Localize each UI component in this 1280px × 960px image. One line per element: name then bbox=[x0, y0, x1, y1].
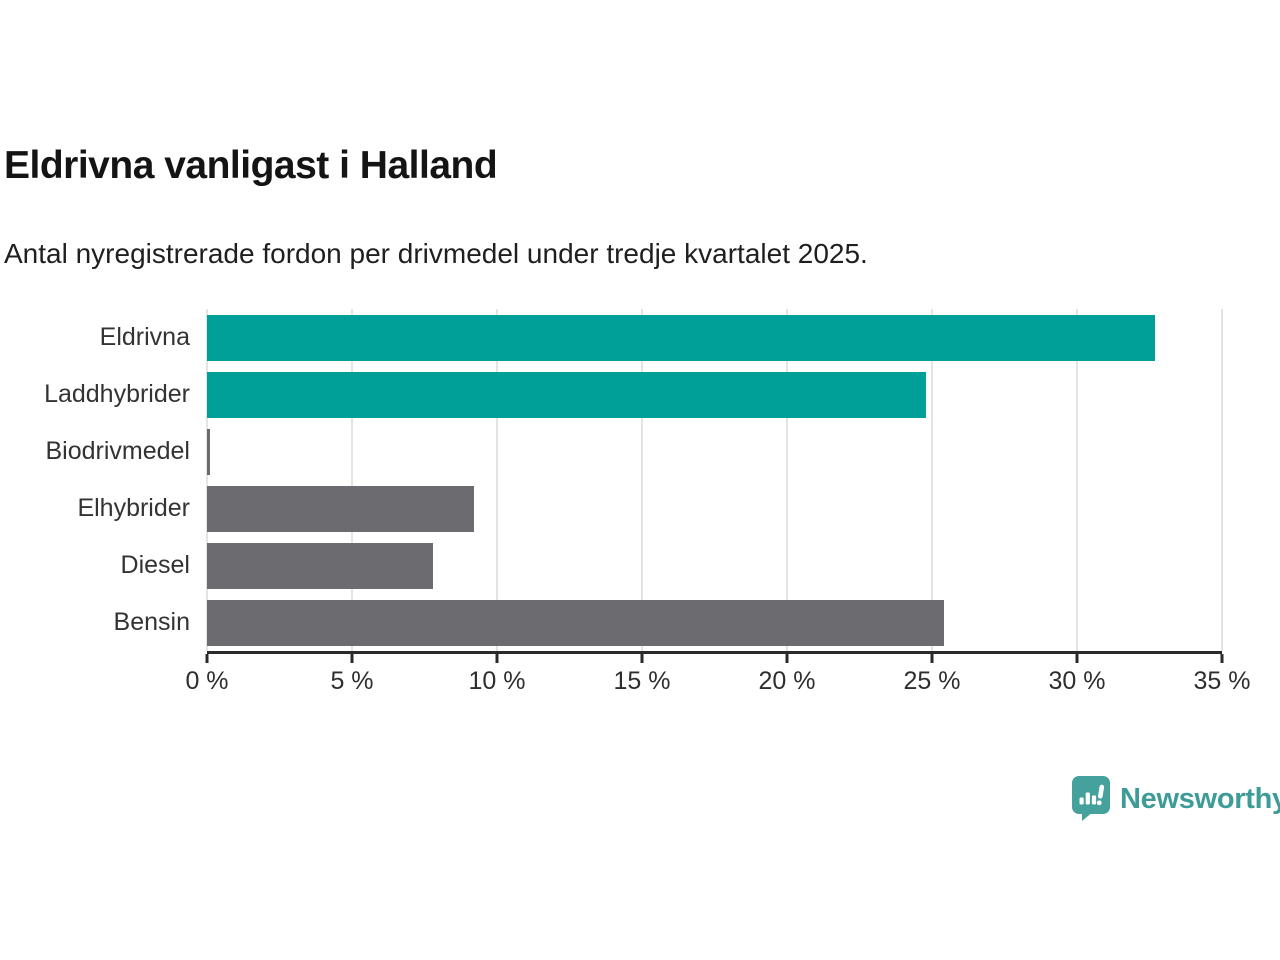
gridline bbox=[641, 309, 643, 651]
x-tick-label: 30 % bbox=[1048, 667, 1106, 695]
x-tick-mark bbox=[1220, 654, 1224, 663]
x-tick-label: 15 % bbox=[613, 667, 671, 695]
x-axis-line bbox=[207, 651, 1222, 654]
gridline bbox=[786, 309, 788, 651]
category-label: Elhybrider bbox=[77, 494, 190, 522]
category-label: Biodrivmedel bbox=[45, 437, 190, 465]
bar-laddhybrider bbox=[207, 371, 927, 418]
category-label: Laddhybrider bbox=[44, 380, 190, 408]
x-tick-mark bbox=[640, 654, 644, 663]
x-tick-label: 25 % bbox=[903, 667, 961, 695]
newsworthy-logo-icon bbox=[1072, 776, 1110, 821]
x-tick-label: 35 % bbox=[1193, 667, 1251, 695]
category-label: Bensin bbox=[113, 608, 190, 636]
x-tick-mark bbox=[350, 654, 354, 663]
bar-biodrivmedel bbox=[207, 428, 210, 475]
x-tick-mark bbox=[785, 654, 789, 663]
x-tick-label: 10 % bbox=[468, 667, 526, 695]
chart-subtitle: Antal nyregistrerade fordon per drivmede… bbox=[4, 238, 868, 269]
category-label: Diesel bbox=[120, 551, 190, 579]
x-tick-label: 0 % bbox=[185, 667, 229, 695]
gridline bbox=[1221, 309, 1223, 651]
gridline bbox=[1076, 309, 1078, 651]
x-tick-mark bbox=[205, 654, 209, 663]
gridline bbox=[496, 309, 498, 651]
category-label: Eldrivna bbox=[99, 323, 190, 351]
brand-logo[interactable]: Newsworthy bbox=[1072, 776, 1280, 822]
bar-eldrivna bbox=[207, 314, 1156, 361]
bar-diesel bbox=[207, 542, 434, 589]
bar-elhybrider bbox=[207, 485, 474, 532]
bar-bensin bbox=[207, 599, 944, 646]
x-tick-label: 5 % bbox=[330, 667, 374, 695]
brand-name: Newsworthy bbox=[1120, 782, 1280, 815]
x-tick-mark bbox=[495, 654, 499, 663]
plot-area: 0 % 5 % 10 % 15 % 20 % 25 % 30 % 35 % bbox=[185, 309, 1250, 695]
chart-title: Eldrivna vanligast i Halland bbox=[4, 144, 498, 187]
gridline bbox=[206, 309, 208, 651]
x-tick-mark bbox=[930, 654, 934, 663]
x-tick-mark bbox=[1075, 654, 1079, 663]
gridline bbox=[351, 309, 353, 651]
x-tick-label: 20 % bbox=[758, 667, 816, 695]
gridline bbox=[931, 309, 933, 651]
